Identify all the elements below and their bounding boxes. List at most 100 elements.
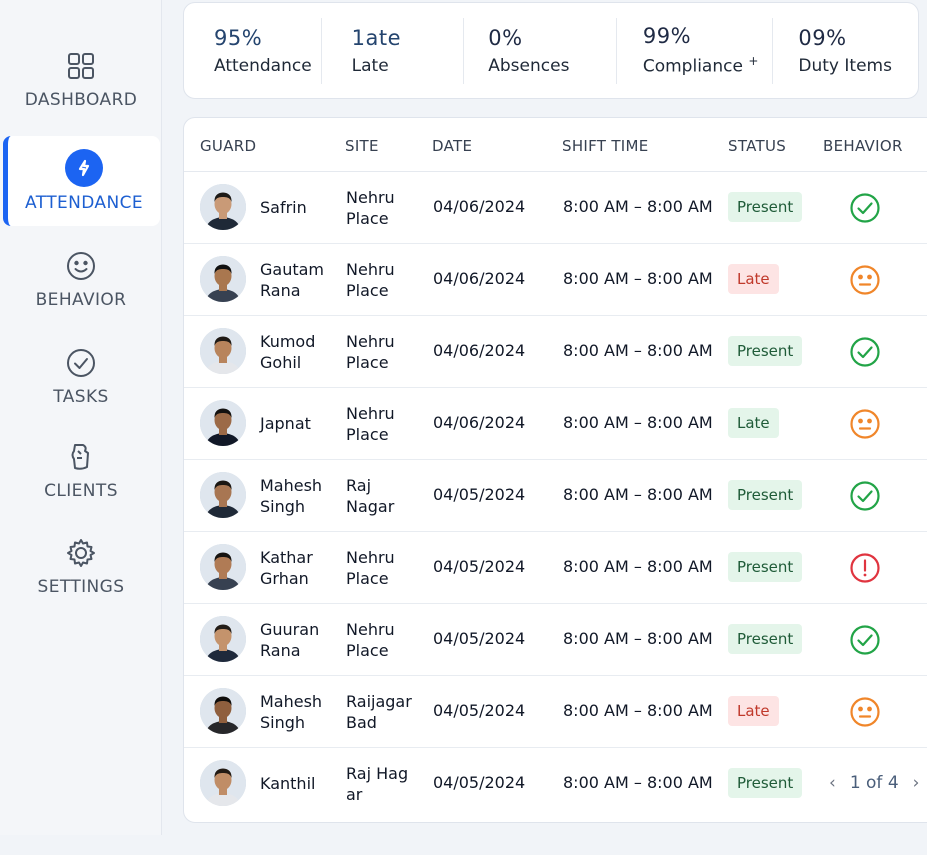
nav-clients[interactable]: CLIENTS [0, 441, 162, 501]
stat-label: Compliance + [642, 54, 759, 77]
table-row[interactable]: Guuran Rana Nehru Place 04/05/2024 8:00 … [184, 604, 927, 676]
status-badge: Present [728, 192, 803, 222]
col-behavior[interactable]: BEHAVIOR [823, 137, 903, 155]
table-row[interactable]: Japnat Nehru Place 04/06/2024 8:00 AM – … [184, 388, 927, 460]
guard-name: Kanthil [260, 774, 316, 793]
shift-time: 8:00 AM – 8:00 AM [563, 701, 713, 720]
shift-time: 8:00 AM – 8:00 AM [563, 413, 713, 432]
shift-time: 8:00 AM – 8:00 AM [563, 197, 713, 216]
nav-label: DASHBOARD [24, 90, 138, 110]
compliance-suffix: + [748, 54, 759, 69]
site-name: Nehru Place [346, 332, 395, 372]
status-badge: Late [728, 264, 779, 294]
avatar [200, 328, 246, 374]
col-date[interactable]: DATE [432, 137, 473, 155]
neutral-face-icon [850, 409, 880, 439]
status-badge: Present [728, 552, 803, 582]
site-name: Nehru Place [346, 620, 395, 660]
stat-value: 0% [488, 25, 523, 50]
guard-name: Safrin [260, 198, 307, 217]
stat-absences: 0% Absences [464, 17, 617, 84]
stat-label: Attendance [214, 55, 312, 76]
neutral-face-icon [850, 265, 880, 295]
nav-dashboard[interactable]: DASHBOARD [0, 50, 162, 110]
status-badge: Present [728, 336, 803, 366]
table-row[interactable]: Kathar Grhan Nehru Place 04/05/2024 8:00… [184, 532, 927, 604]
check-icon [850, 481, 880, 511]
alert-icon [850, 553, 880, 583]
stat-attendance: 95% Attendance [184, 17, 322, 84]
check-icon [850, 337, 880, 367]
site-name: Raj Nagar [346, 476, 395, 516]
nav-tasks[interactable]: TASKS [0, 347, 162, 407]
shift-time: 8:00 AM – 8:00 AM [563, 773, 713, 792]
attendance-icon [65, 149, 103, 187]
table-row[interactable]: Mahesh Singh Raj Nagar 04/05/2024 8:00 A… [184, 460, 927, 532]
status-badge: Present [728, 768, 803, 798]
next-page-button[interactable]: › [912, 773, 920, 793]
nav-label: ATTENDANCE [25, 193, 143, 213]
shift-date: 04/06/2024 [433, 269, 526, 288]
nav-settings[interactable]: SETTINGS [0, 537, 162, 597]
stat-value: 95% [214, 25, 263, 50]
avatar [200, 184, 246, 230]
stat-label: Late [351, 55, 389, 76]
shift-time: 8:00 AM – 8:00 AM [563, 485, 713, 504]
status-badge: Late [728, 408, 779, 438]
table-row[interactable]: Gautam Rana Nehru Place 04/06/2024 8:00 … [184, 244, 927, 316]
shift-date: 04/05/2024 [433, 557, 526, 576]
neutral-face-icon [850, 697, 880, 727]
stat-value: 1ate [351, 25, 402, 50]
nav-label: CLIENTS [44, 481, 118, 501]
shift-date: 04/05/2024 [433, 485, 526, 504]
avatar [200, 544, 246, 590]
pagination: ‹ 1 of 4 › [829, 773, 919, 793]
stat-value: 09% [798, 25, 847, 50]
nav-attendance[interactable]: ATTENDANCE [3, 136, 160, 226]
stats-card: 95% Attendance 1ate Late 0% Absences 99%… [183, 2, 919, 99]
status-badge: Present [728, 480, 803, 510]
table-row[interactable]: Mahesh Singh Raijagar Bad 04/05/2024 8:0… [184, 676, 927, 748]
guard-name: Mahesh Singh [260, 692, 323, 732]
smiley-icon [67, 252, 95, 280]
nav-label: BEHAVIOR [35, 290, 127, 310]
check-circle-icon [67, 349, 95, 377]
clients-icon [71, 444, 89, 470]
gear-icon [67, 539, 95, 567]
shift-time: 8:00 AM – 8:00 AM [563, 629, 713, 648]
shift-date: 04/05/2024 [433, 773, 526, 792]
col-site[interactable]: SITE [345, 137, 379, 155]
stat-label: Absences [488, 55, 570, 76]
shift-date: 04/05/2024 [433, 629, 526, 648]
col-guard[interactable]: GUARD [200, 137, 257, 155]
attendance-table: GUARD SITE DATE SHIFT TIME STATUS BEHAVI… [183, 117, 927, 823]
table-row[interactable]: Kanthil Raj Hag ar 04/05/2024 8:00 AM – … [184, 748, 927, 820]
shift-date: 04/06/2024 [433, 413, 526, 432]
nav-behavior[interactable]: BEHAVIOR [0, 250, 162, 310]
nav-label: SETTINGS [37, 577, 125, 597]
site-name: Nehru Place [346, 404, 395, 444]
col-shift[interactable]: SHIFT TIME [562, 137, 649, 155]
stat-duty-items: 09% Duty Items [773, 18, 918, 84]
prev-page-button[interactable]: ‹ [829, 773, 836, 793]
avatar [200, 472, 246, 518]
nav-label: TASKS [53, 387, 109, 407]
avatar [200, 688, 246, 734]
guard-name: Kathar Grhan [260, 548, 313, 588]
shift-time: 8:00 AM – 8:00 AM [563, 341, 713, 360]
table-row[interactable]: Safrin Nehru Place 04/06/2024 8:00 AM – … [184, 172, 927, 244]
shift-time: 8:00 AM – 8:00 AM [563, 557, 713, 576]
guard-name: Japnat [260, 414, 311, 433]
site-name: Nehru Place [346, 548, 395, 588]
shift-time: 8:00 AM – 8:00 AM [563, 269, 713, 288]
table-header: GUARD SITE DATE SHIFT TIME STATUS BEHAVI… [184, 118, 927, 172]
col-status[interactable]: STATUS [728, 137, 787, 155]
status-badge: Late [728, 696, 779, 726]
site-name: Nehru Place [346, 260, 395, 300]
shift-date: 04/06/2024 [433, 341, 526, 360]
table-row[interactable]: Kumod Gohil Nehru Place 04/06/2024 8:00 … [184, 316, 927, 388]
sidebar: DASHBOARD ATTENDANCE BEHAVIOR TASKS CLIE… [0, 0, 162, 835]
avatar [200, 616, 246, 662]
stat-label: Duty Items [798, 55, 892, 76]
shift-date: 04/05/2024 [433, 701, 526, 720]
